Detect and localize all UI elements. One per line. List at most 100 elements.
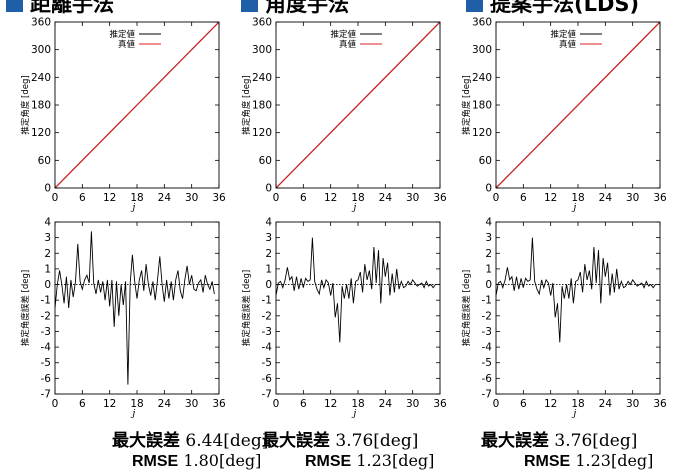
x-tick-label: 24 [379,398,393,410]
y-axis-label: 推定角度誤差 [deg] [241,270,252,346]
y-tick-label: -3 [262,326,272,338]
y-tick-label: 300 [472,44,492,56]
y-tick-label: 0 [485,183,492,195]
y-tick-label: -3 [41,326,51,338]
y-tick-label: -4 [41,342,52,354]
y-axis-label: 推定角度 [deg] [20,75,31,134]
y-axis-label: 推定角度誤差 [deg] [461,270,472,346]
rmse-label: RMSE [524,453,570,470]
y-tick-label: 1 [265,263,272,275]
y-tick-label: 180 [31,100,51,112]
x-tick-label: 36 [653,398,667,410]
legend-label: 推定値 [109,29,135,40]
x-tick-label: 36 [212,192,226,204]
y-tick-label: 0 [485,279,492,291]
x-tick-label: 6 [79,398,86,410]
max-error-value: 6.44[deg] [185,431,268,451]
x-tick-label: 6 [520,192,527,204]
max-error-2: 最大誤差 3.76[deg] [481,426,637,451]
y-tick-label: 300 [31,44,51,56]
x-tick-label: 36 [212,398,226,410]
series-line [276,238,435,343]
y-axis-label: 推定角度 [deg] [461,75,472,134]
y-tick-label: 0 [44,183,51,195]
y-tick-label: -1 [41,295,51,307]
x-tick-label: 24 [158,192,172,204]
max-error-value: 3.76[deg] [554,431,637,451]
y-tick-label: -7 [41,389,51,401]
x-tick-label: 0 [493,192,500,204]
legend-label: 真値 [339,39,357,50]
x-tick-label: 30 [185,398,198,410]
y-tick-label: -6 [482,373,493,385]
y-tick-label: -6 [41,373,52,385]
legend-label: 推定値 [550,29,576,40]
y-tick-label: 3 [485,232,492,244]
x-tick-label: 30 [406,192,419,204]
rmse-2: RMSE 1.23[deg] [524,451,653,471]
y-tick-label: 120 [472,127,492,139]
y-tick-label: 360 [31,17,51,29]
x-tick-label: 24 [379,192,393,204]
y-tick-label: -4 [482,342,493,354]
y-tick-label: 360 [252,17,272,29]
series-line [496,238,655,343]
y-tick-label: -1 [262,295,272,307]
y-tick-label: -2 [262,310,272,322]
x-tick-label: 6 [300,192,307,204]
rmse-1: RMSE 1.23[deg] [305,451,434,471]
y-tick-label: -3 [482,326,492,338]
x-tick-label: 30 [406,398,419,410]
x-tick-label: 36 [653,192,667,204]
y-tick-label: 0 [265,279,272,291]
x-tick-label: 36 [433,192,447,204]
error-chart-2: 0 6 12 18 24 30 36-7-6-5-4-3-2-101234j推定角度誤差 [… [461,217,667,420]
plot-frame [496,222,660,394]
series-line-truth [496,22,660,188]
x-tick-label: 0 [493,398,500,410]
y-axis-label: 推定角度 [deg] [241,75,252,134]
series-line-truth [276,22,440,188]
y-tick-label: -7 [482,389,492,401]
rmse-value: 1.23[deg] [356,451,434,470]
x-tick-label: 6 [79,192,86,204]
y-tick-label: 180 [252,100,272,112]
y-tick-label: 240 [31,72,51,84]
x-tick-label: 12 [103,192,116,204]
y-tick-label: -5 [41,357,51,369]
y-tick-label: 0 [265,183,272,195]
series-line [55,231,214,384]
y-tick-label: 4 [265,217,272,229]
error-chart-0: 0 6 12 18 24 30 36-7-6-5-4-3-2-101234j推定角度誤差 [… [20,217,226,420]
y-tick-label: -5 [262,357,272,369]
x-tick-label: 30 [626,398,639,410]
y-tick-label: 2 [265,248,272,260]
x-tick-label: 0 [52,192,59,204]
y-tick-label: 1 [485,263,492,275]
series-line-truth [55,22,219,188]
y-tick-label: 60 [259,155,272,167]
y-tick-label: 3 [44,232,51,244]
x-tick-label: 6 [520,398,527,410]
y-tick-label: -1 [482,295,492,307]
x-tick-label: 12 [103,398,116,410]
max-error-label: 最大誤差 [112,431,180,451]
legend-label: 真値 [559,39,577,50]
y-tick-label: 120 [31,127,51,139]
rmse-label: RMSE [132,453,178,470]
y-tick-label: 4 [44,217,51,229]
rmse-value: 1.80[deg] [183,451,261,470]
plot-frame [55,222,219,394]
rmse-value: 1.23[deg] [575,451,653,470]
legend-label: 真値 [118,39,136,50]
y-tick-label: -7 [262,389,272,401]
y-tick-label: -2 [41,310,51,322]
x-tick-label: 24 [599,398,613,410]
y-tick-label: 360 [472,17,492,29]
max-error-0: 最大誤差 6.44[deg] [112,426,268,451]
y-tick-label: -5 [482,357,492,369]
max-error-1: 最大誤差 3.76[deg] [262,426,418,451]
